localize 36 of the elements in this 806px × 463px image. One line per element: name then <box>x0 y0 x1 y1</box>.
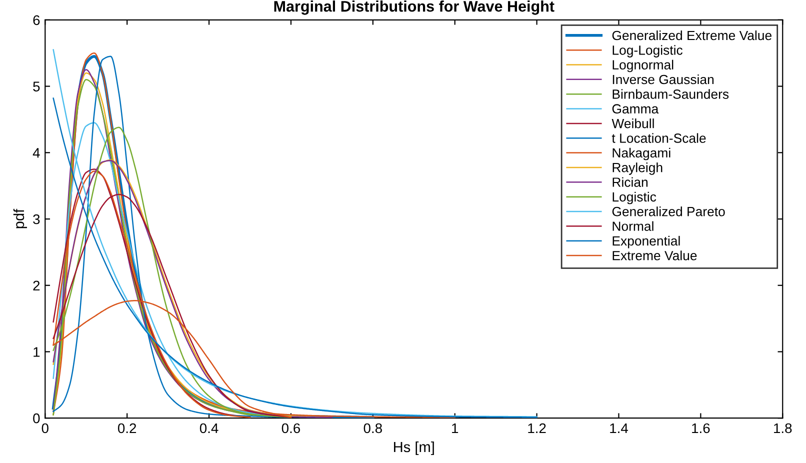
legend-label: Nakagami <box>612 148 670 160</box>
legend-label: Gamma <box>612 104 659 114</box>
legend-label: Logistic <box>612 192 656 204</box>
x-tick-label: 1 <box>452 423 458 434</box>
legend-label: Extreme Value <box>612 250 697 260</box>
legend-label: Log-Logistic <box>612 45 682 58</box>
x-tick-label: 1.4 <box>610 423 628 434</box>
y-tick-label: 1 <box>34 347 40 357</box>
x-tick-label: 0.4 <box>200 423 218 434</box>
y-tick-label: 5 <box>33 82 40 92</box>
y-tick-label: 0 <box>33 413 40 424</box>
x-tick-label: 1.2 <box>528 423 546 434</box>
y-tick-label: 6 <box>33 15 40 26</box>
x-tick-label: 1.6 <box>692 423 710 434</box>
y-tick-label: 2 <box>33 280 40 290</box>
legend-label: Lognormal <box>612 60 674 72</box>
x-axis-title: Hs [m] <box>394 441 434 456</box>
legend-label: Exponential <box>612 236 680 248</box>
x-tick-label: 0.8 <box>364 423 382 434</box>
legend-label: Normal <box>612 221 654 231</box>
legend-label: Rayleigh <box>612 162 662 175</box>
legend-label: Rician <box>612 177 648 187</box>
legend-label: Birnbaum-Saunders <box>612 89 729 99</box>
y-axis-title: pdf <box>13 208 27 228</box>
x-tick-label: 0.2 <box>118 423 136 434</box>
legend-label: Generalized Extreme Value <box>612 30 772 40</box>
legend-label: Weibull <box>612 118 654 128</box>
x-tick-label: 1.8 <box>774 423 792 434</box>
chart-title: Marginal Distributions for Wave Height <box>274 0 554 15</box>
legend-label: t Location-Scale <box>612 133 706 143</box>
legend-label: Generalized Pareto <box>612 206 725 216</box>
x-tick-label: 0 <box>42 423 48 434</box>
x-tick-label: 0.6 <box>282 423 300 434</box>
y-tick-label: 4 <box>32 148 40 158</box>
legend-label: Inverse Gaussian <box>612 74 714 84</box>
y-tick-label: 3 <box>33 214 40 224</box>
